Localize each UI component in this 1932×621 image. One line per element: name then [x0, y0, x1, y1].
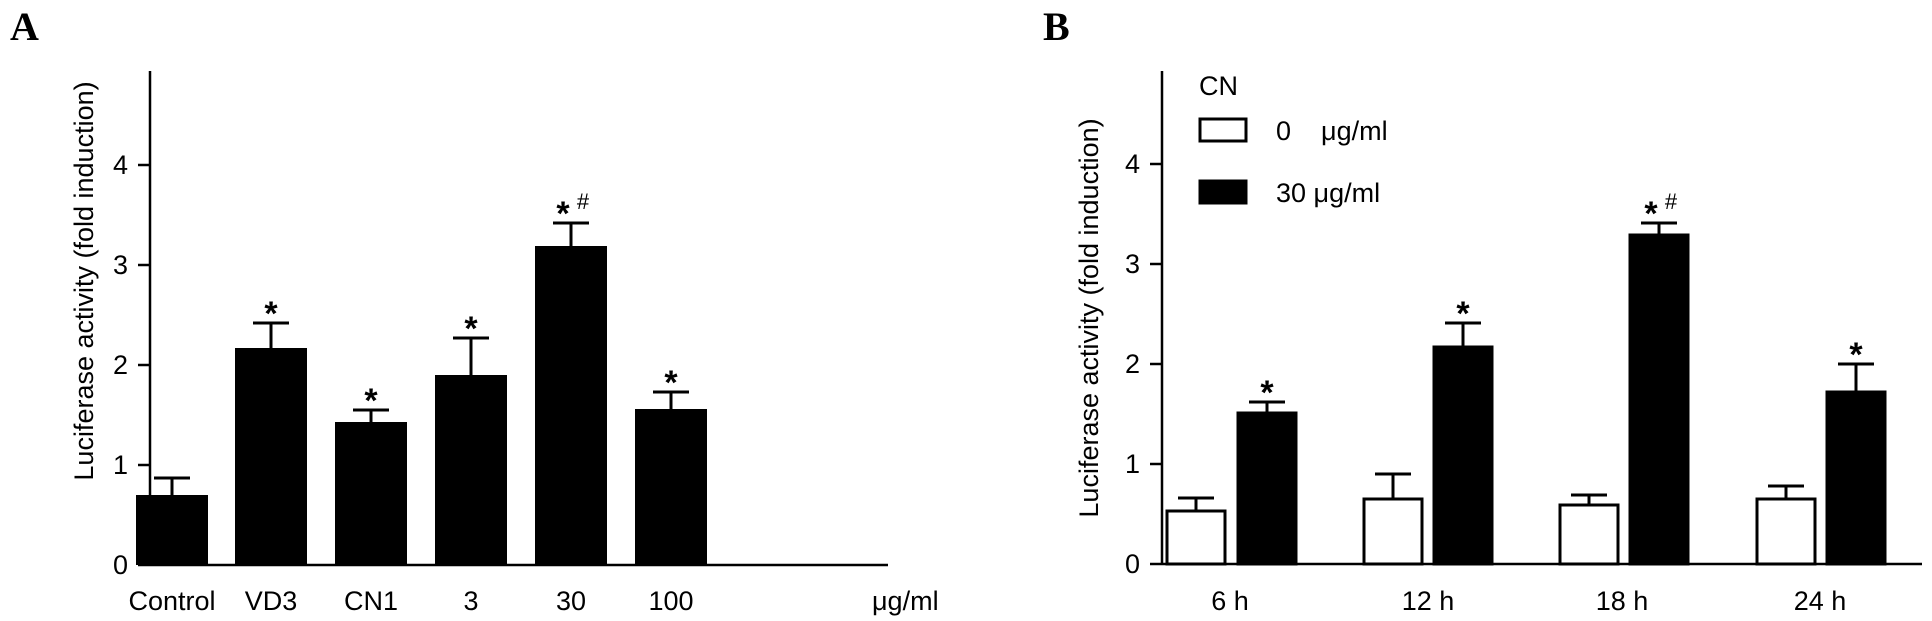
panel-a-label: A	[10, 4, 39, 49]
panel-a-x-tick-label: VD3	[245, 586, 298, 616]
panel-b-label: B	[1043, 4, 1070, 49]
panel-a-y-tick-label: 1	[113, 450, 128, 480]
panel-b-bar-24-h-series-0	[1755, 497, 1817, 566]
panel-a-bar-30	[535, 246, 607, 565]
panel-a-x-unit-label: μg/ml	[872, 586, 939, 616]
panel-a-bar-cn1	[335, 422, 407, 565]
panel-b-x-tick-label: 24 h	[1794, 586, 1847, 616]
panel-b-legend-label-0: 0 μg/ml	[1276, 116, 1388, 146]
panel-a: A Luciferase activity (fold induction) 0…	[10, 4, 939, 616]
panel-a-x-tick-label: 30	[556, 586, 586, 616]
panel-b-x-tick-label: 18 h	[1596, 586, 1649, 616]
panel-b-bar-12-h-series-1-significance-star: *	[1456, 295, 1470, 333]
panel-a-y-tick-label: 3	[113, 250, 128, 280]
panel-a-bar-100	[635, 409, 707, 565]
panel-b-legend-swatch-0	[1198, 117, 1248, 143]
panel-a-bar-control	[136, 495, 208, 565]
panel-b-bar-18-h-series-0	[1558, 503, 1620, 566]
panel-a-bar-cn1-significance-star: *	[364, 382, 378, 420]
panel-a-y-tick-label: 4	[113, 150, 128, 180]
panel-a-bar-100-significance-star: *	[664, 364, 678, 402]
panel-b-bar-24-h-series-1-significance-star: *	[1849, 336, 1863, 374]
panel-a-bar-3-significance-star: *	[464, 310, 478, 348]
panel-b-y-tick-label: 1	[1125, 449, 1140, 479]
panel-b-bar-18-h-series-1-significance-hash: #	[1665, 189, 1678, 214]
panel-a-y-tick-label: 0	[113, 550, 128, 580]
panel-b-x-tick-label: 6 h	[1211, 586, 1249, 616]
panel-b-y-tick-label: 2	[1125, 349, 1140, 379]
panel-b-legend-title: CN	[1199, 71, 1238, 101]
panel-a-x-tick-label: 100	[648, 586, 693, 616]
panel-b-y-tick-label: 0	[1125, 549, 1140, 579]
panel-a-bar-vd3-significance-star: *	[264, 295, 278, 333]
panel-b-y-tick-label: 4	[1125, 149, 1140, 179]
panel-b: B Luciferase activity (fold induction) 0…	[1043, 4, 1922, 616]
panel-b-y-axis-label: Luciferase activity (fold induction)	[1074, 118, 1104, 517]
panel-a-x-tick-label: 3	[463, 586, 478, 616]
panel-a-x-tick-label: CN1	[344, 586, 398, 616]
panel-a-y-axis-label: Luciferase activity (fold induction)	[69, 81, 99, 480]
panel-a-bar-30-significance-star: *	[556, 195, 570, 233]
panel-a-bar-3	[435, 375, 507, 565]
panel-a-x-tick-label: Control	[128, 586, 215, 616]
panel-b-bar-18-h-series-1	[1628, 233, 1690, 566]
panel-b-legend-swatch-1	[1198, 179, 1248, 205]
panel-b-bar-6-h-series-1	[1236, 411, 1298, 566]
panel-b-legend: CN 0 μg/ml 30 μg/ml	[1198, 71, 1388, 208]
panel-b-y-tick-label: 3	[1125, 249, 1140, 279]
panel-a-bar-vd3	[235, 348, 307, 565]
panel-b-bar-12-h-series-1	[1432, 345, 1494, 566]
panel-b-bar-24-h-series-1	[1825, 390, 1887, 566]
panel-a-y-tick-label: 2	[113, 350, 128, 380]
panel-b-bar-12-h-series-0	[1362, 497, 1424, 566]
panel-b-bar-6-h-series-1-significance-star: *	[1260, 374, 1274, 412]
panel-b-bar-6-h-series-0	[1165, 509, 1227, 566]
panel-b-bar-18-h-series-1-significance-star: *	[1644, 195, 1658, 233]
panel-b-legend-label-1: 30 μg/ml	[1276, 178, 1380, 208]
panel-b-x-tick-label: 12 h	[1402, 586, 1455, 616]
panel-a-bar-30-significance-hash: #	[577, 189, 590, 214]
